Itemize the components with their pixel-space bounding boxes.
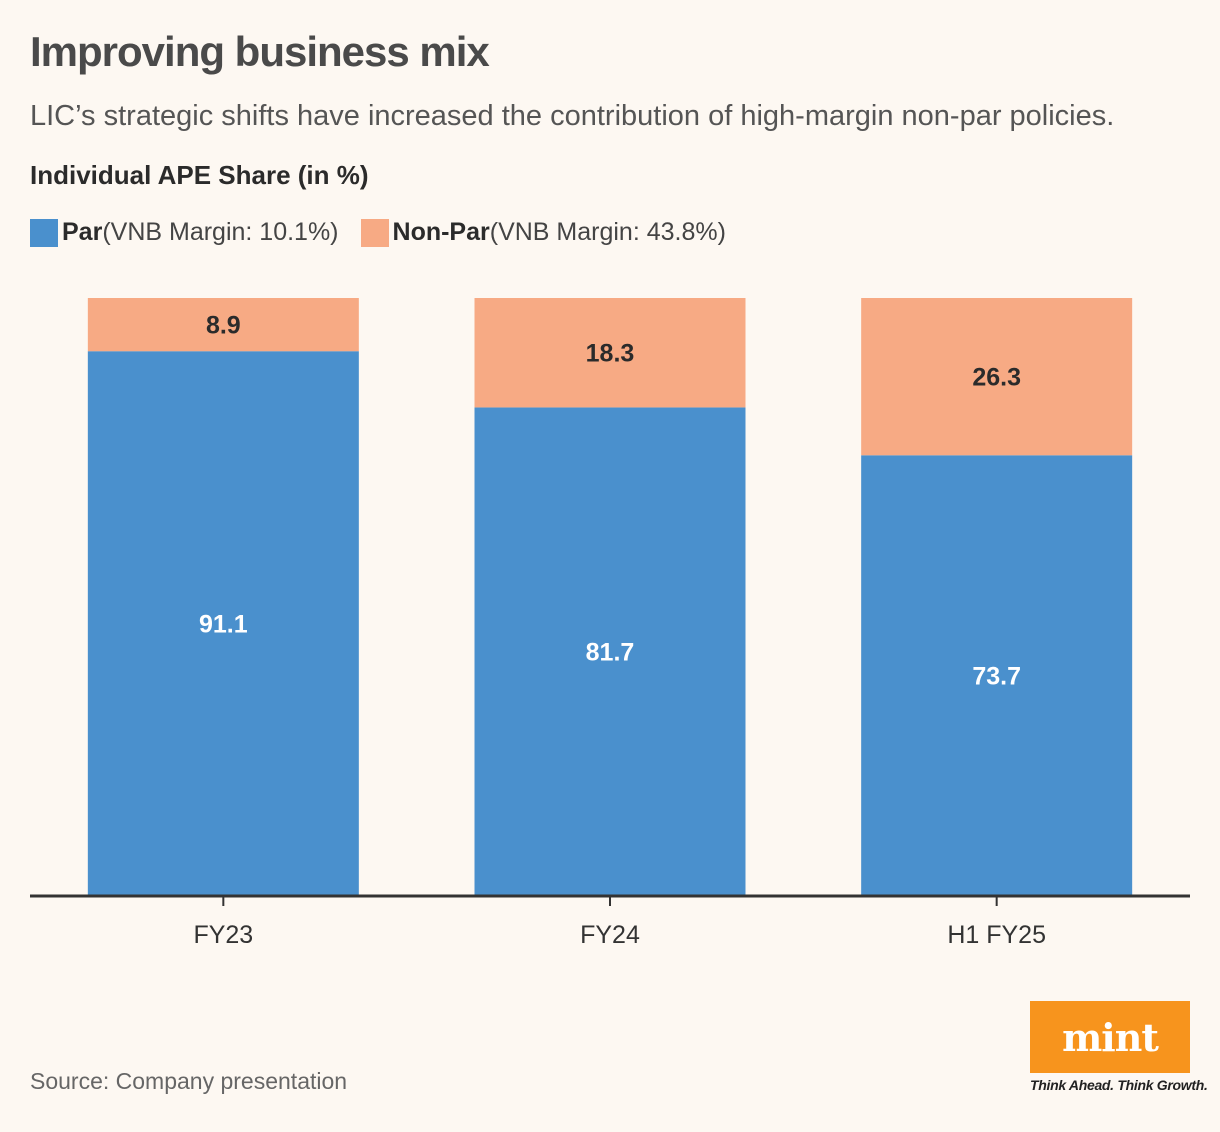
- legend-item-par: Par (VNB Margin: 10.1%): [30, 218, 339, 247]
- data-label-non-par-fy23: 8.9: [206, 312, 241, 340]
- stacked-bar-chart: 91.1 8.9 FY23 81.7 18.3 FY24 73.7 26.3 H1 FY25: [30, 298, 1190, 949]
- data-label-par-fy23: 91.1: [199, 611, 248, 639]
- legend-label-nonpar: Non-Par: [392, 218, 490, 246]
- chart-title: Improving business mix: [30, 28, 490, 75]
- source-note: Source: Company presentation: [30, 1068, 348, 1094]
- x-tick-label-fy24: FY24: [580, 921, 640, 949]
- bar-par-h1-fy25: [861, 455, 1133, 896]
- data-label-non-par-h1-fy25: 26.3: [972, 364, 1021, 392]
- data-label-par-fy24: 81.7: [586, 639, 635, 667]
- x-tick-label-fy23: FY23: [193, 921, 253, 949]
- mint-logo-box: mint: [1030, 1001, 1190, 1073]
- chart-subtitle: LIC’s strategic shifts have increased th…: [30, 100, 1115, 132]
- bar-par-fy24: [474, 407, 746, 896]
- bar-par-fy23: [87, 351, 359, 896]
- legend-detail-nonpar: (VNB Margin: 43.8%): [489, 218, 726, 246]
- legend-item-nonpar: Non-Par (VNB Margin: 43.8%): [360, 218, 726, 247]
- legend-swatch-nonpar: [360, 218, 389, 247]
- chart-heading: Individual APE Share (in %): [30, 160, 369, 190]
- legend-detail-par: (VNB Margin: 10.1%): [102, 218, 339, 246]
- data-label-par-h1-fy25: 73.7: [972, 663, 1021, 691]
- mint-logo-word: mint: [1062, 1014, 1159, 1060]
- legend-label-par: Par: [62, 218, 103, 246]
- bar-non-par-fy23: [87, 298, 359, 352]
- mint-logo-tagline: Think Ahead. Think Growth.: [1030, 1077, 1208, 1093]
- bar-non-par-fy24: [474, 298, 746, 408]
- legend: Par (VNB Margin: 10.1%) Non-Par (VNB Mar…: [30, 218, 748, 247]
- data-label-non-par-fy24: 18.3: [586, 340, 635, 368]
- x-tick-label-h1-fy25: H1 FY25: [947, 921, 1046, 949]
- bar-non-par-h1-fy25: [861, 298, 1133, 456]
- legend-swatch-par: [30, 218, 58, 247]
- mint-logo: mint Think Ahead. Think Growth.: [1030, 1001, 1208, 1093]
